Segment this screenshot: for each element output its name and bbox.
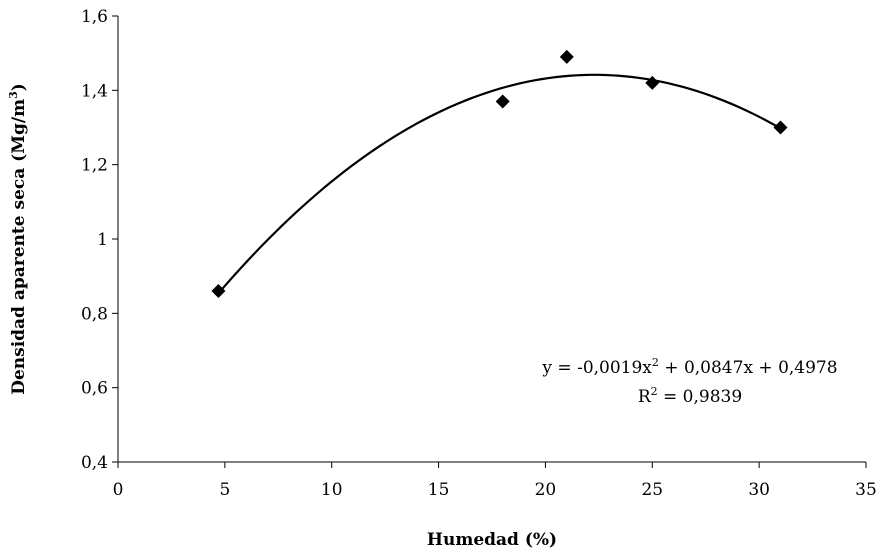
data-point-marker bbox=[559, 49, 574, 64]
r-squared: R2 = 0,9839 bbox=[638, 385, 742, 407]
data-point-marker bbox=[495, 94, 510, 109]
x-tick-label: 35 bbox=[855, 480, 877, 500]
y-tick-label: 0,6 bbox=[81, 379, 108, 399]
x-tick-label: 15 bbox=[428, 480, 450, 500]
y-tick-label: 0,8 bbox=[81, 304, 108, 324]
y-axis-title-superscript: 3 bbox=[7, 91, 20, 99]
trend-equation-part1: y = -0,0019x bbox=[541, 358, 652, 378]
y-tick-label: 1,4 bbox=[81, 81, 108, 101]
trend-equation-superscript: 2 bbox=[652, 356, 659, 369]
x-tick-label: 0 bbox=[113, 480, 124, 500]
r-squared-part2: = 0,9839 bbox=[658, 387, 743, 407]
trend-equation-part2: + 0,0847x + 0,4978 bbox=[659, 358, 838, 378]
y-tick-label: 1,6 bbox=[81, 7, 108, 27]
x-tick-label: 10 bbox=[321, 480, 343, 500]
y-axis-title-suffix: ) bbox=[9, 83, 29, 91]
ticks: 0 5 10 15 20 25 30 35 0,4 0,6 0,8 1 1,2 1,4 1,6 bbox=[81, 7, 877, 500]
trendline-curve bbox=[217, 73, 782, 295]
x-tick-label: 25 bbox=[641, 480, 663, 500]
y-tick-label: 1,2 bbox=[81, 156, 108, 176]
data-points bbox=[211, 49, 788, 299]
y-tick-label: 1 bbox=[97, 230, 108, 250]
trend-equation: y = -0,0019x2 + 0,0847x + 0,4978 bbox=[541, 356, 837, 378]
axes bbox=[117, 16, 866, 463]
trendline-group bbox=[217, 73, 782, 295]
x-tick-label: 20 bbox=[535, 480, 557, 500]
x-tick-label: 30 bbox=[748, 480, 770, 500]
data-point-marker bbox=[645, 75, 660, 90]
data-point-marker bbox=[211, 284, 226, 299]
x-axis-title: Humedad (%) bbox=[427, 530, 557, 550]
data-point-marker bbox=[773, 120, 788, 135]
x-tick-label: 5 bbox=[219, 480, 230, 500]
y-tick-label: 0,4 bbox=[81, 453, 108, 473]
y-axis-title: Densidad aparente seca (Mg/m3) bbox=[7, 83, 29, 395]
r-squared-superscript: 2 bbox=[651, 385, 658, 398]
y-axis-title-text: Densidad aparente seca (Mg/m bbox=[9, 99, 29, 395]
r-squared-part1: R bbox=[638, 387, 652, 407]
